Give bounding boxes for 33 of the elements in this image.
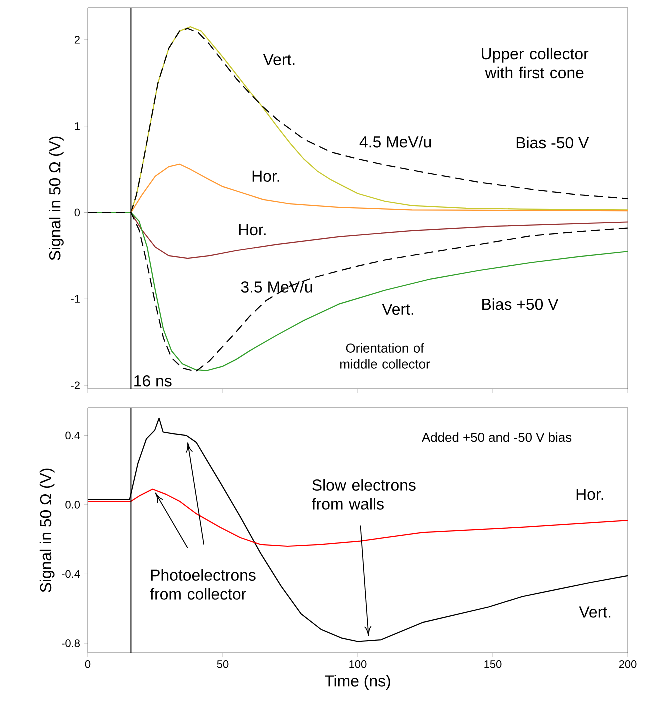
annotation: Photoelectrons from collector [150,569,256,600]
x-tick-label: 200 [619,660,637,668]
annotation: 4.5 MeV/u [360,136,432,148]
annotation: Vert. [382,304,414,316]
x-tick-label: 150 [484,660,502,668]
annotation: Bias -50 V [516,136,590,149]
annotation: Hor. [576,489,604,500]
y-tick-label: 0.0 [66,501,80,509]
x-axis-title: Time (ns) [325,675,390,690]
annotation: Orientation of middle collector [340,343,430,369]
y-tick-label: 0.4 [66,432,80,440]
y-tick-label: -1 [71,295,80,303]
annotation: Vert. [263,54,295,66]
y-tick-label: -0.4 [62,570,80,578]
x-tick-label: 100 [350,660,367,668]
x-tick-label: 50 [217,660,229,668]
annotation: Added +50 and -50 V bias [422,432,572,442]
annotation: Slow electrons from walls [312,479,416,510]
annotation: Hor. [239,224,266,236]
y-tick-label: 1 [75,122,80,130]
annotation: Hor. [252,170,280,182]
annotation: Upper collector with first cone [482,48,589,79]
annotation: Vert. [579,606,611,618]
y-tick-label: -0.8 [62,640,80,648]
annotation: 3.5 MeV/u [241,281,312,293]
y-tick-label: -2 [71,382,80,390]
ref-line-label: 16 ns [134,376,172,387]
y-tick-label: 2 [74,36,80,44]
y-axis-title: Signal in 50 Ω (V) [40,468,55,592]
annotation: Bias +50 V [482,298,559,310]
y-tick-label: 0 [74,208,80,217]
x-tick-label: 0 [85,660,91,668]
y-axis-title: Signal in 50 Ω (V) [49,136,64,260]
